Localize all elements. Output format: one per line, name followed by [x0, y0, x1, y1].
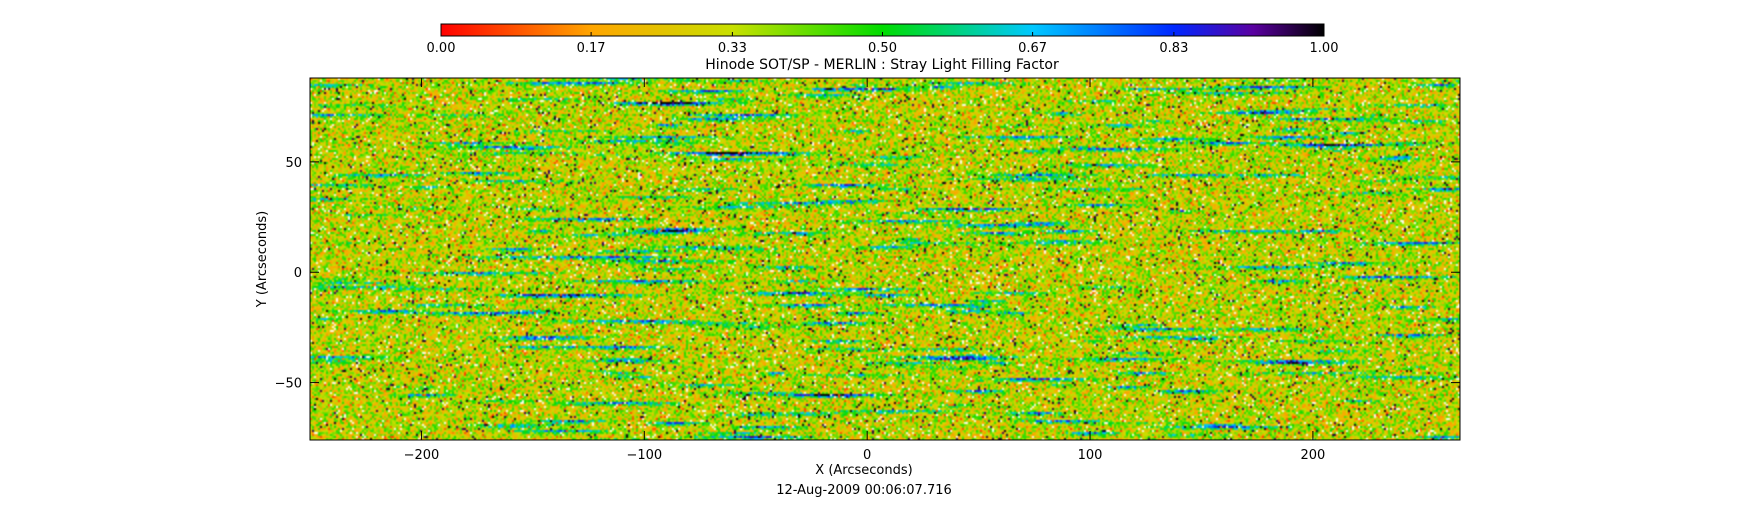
x-tick-label: −200 — [404, 448, 440, 463]
x-axis-ticks: −200 −100 0 100 200 — [404, 78, 1325, 463]
colorbar-ticks: 0.00 0.17 0.33 0.50 0.67 0.83 1.00 — [427, 32, 1339, 56]
colorbar-tick-label: 1.00 — [1310, 41, 1339, 56]
colorbar-tick-label: 0.33 — [718, 41, 747, 56]
chart-title: Hinode SOT/SP - MERLIN : Stray Light Fil… — [705, 57, 1059, 73]
x-tick-label: −100 — [626, 448, 662, 463]
x-axis-label: X (Arcseconds) — [815, 463, 912, 478]
y-tick-label: 50 — [285, 156, 302, 171]
x-tick-label: 100 — [1078, 448, 1103, 463]
plot-frame — [309, 77, 1461, 441]
y-tick-label: −50 — [275, 377, 302, 392]
date-label: 12-Aug-2009 00:06:07.716 — [776, 483, 952, 498]
colorbar-tick-label: 0.00 — [427, 41, 456, 56]
heatmap-image — [309, 77, 1461, 441]
colorbar-tick-label: 0.17 — [577, 41, 606, 56]
colorbar: 0.00 0.17 0.33 0.50 0.67 0.83 1.00 — [427, 23, 1339, 56]
colorbar-tick-label: 0.50 — [868, 41, 897, 56]
x-tick-label: 0 — [863, 448, 871, 463]
y-tick-label: 0 — [294, 266, 302, 281]
y-axis-label: Y (Arcseconds) — [255, 211, 270, 308]
heatmap-raster — [310, 78, 1460, 440]
colorbar-tick-label: 0.67 — [1018, 41, 1047, 56]
colorbar-tick-label: 0.83 — [1159, 41, 1188, 56]
y-axis-ticks: −50 0 50 — [275, 156, 1460, 392]
x-tick-label: 200 — [1300, 448, 1325, 463]
